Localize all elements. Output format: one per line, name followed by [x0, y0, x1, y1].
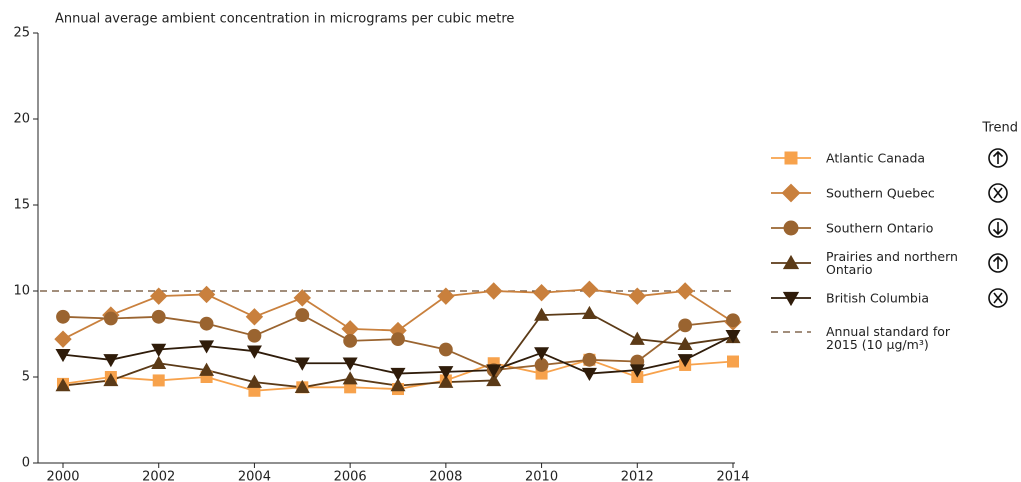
- marker: [103, 372, 119, 387]
- trend-none-icon: [988, 288, 1008, 308]
- marker: [294, 379, 310, 394]
- legend-marker: [782, 291, 800, 307]
- legend-label: Prairies and northern Ontario: [826, 249, 958, 277]
- x-tick-label: 2000: [46, 470, 79, 482]
- marker: [438, 342, 453, 357]
- x-tick-label: 2004: [238, 470, 271, 482]
- marker: [295, 308, 310, 322]
- marker: [246, 345, 262, 359]
- marker: [486, 364, 502, 378]
- marker: [199, 316, 214, 331]
- x-tick-label: 2002: [142, 470, 175, 482]
- marker: [152, 374, 165, 387]
- marker: [54, 330, 72, 348]
- marker: [676, 282, 694, 300]
- marker: [677, 336, 693, 351]
- y-tick-label: 0: [22, 456, 30, 471]
- marker: [103, 311, 118, 326]
- marker: [151, 355, 167, 369]
- x-tick-label: 2008: [429, 470, 462, 482]
- marker: [438, 366, 454, 380]
- legend-marker: [782, 254, 800, 270]
- trend-none-icon: [988, 183, 1008, 203]
- marker: [55, 348, 71, 363]
- marker: [150, 287, 168, 305]
- marker: [247, 328, 262, 343]
- marker: [534, 307, 550, 321]
- x-tick-label: 2010: [525, 470, 558, 482]
- y-tick-label: 20: [13, 112, 30, 127]
- marker: [342, 371, 358, 385]
- y-tick-label: 10: [13, 284, 30, 299]
- marker: [532, 284, 551, 302]
- trend-up-icon: [988, 148, 1008, 168]
- marker: [726, 313, 740, 328]
- legend-reference-label: Annual standard for 2015 (10 µg/m³): [826, 324, 951, 352]
- marker: [437, 287, 455, 305]
- marker: [246, 374, 262, 388]
- legend-label: Southern Ontario: [826, 220, 934, 236]
- legend-label: British Columbia: [826, 290, 929, 306]
- marker: [438, 374, 454, 388]
- x-tick-label: 2012: [621, 470, 654, 482]
- legend-marker: [784, 151, 798, 165]
- marker: [727, 355, 739, 368]
- marker: [678, 318, 693, 333]
- marker: [628, 287, 646, 305]
- marker: [343, 333, 358, 348]
- x-tick-label: 2006: [334, 470, 367, 482]
- marker: [534, 358, 549, 372]
- marker: [390, 378, 406, 392]
- legend-label: Southern Quebec: [826, 185, 935, 201]
- marker: [103, 354, 119, 368]
- marker: [581, 305, 597, 320]
- marker: [677, 354, 693, 368]
- marker: [391, 332, 405, 347]
- marker: [199, 340, 215, 354]
- legend-marker: [783, 220, 799, 236]
- marker: [293, 289, 311, 307]
- marker: [580, 280, 599, 298]
- y-tick-label: 15: [13, 198, 30, 213]
- marker: [629, 364, 645, 378]
- marker: [56, 309, 70, 324]
- legend-marker: [781, 183, 801, 203]
- marker: [534, 347, 550, 361]
- marker: [294, 357, 310, 371]
- marker: [725, 330, 741, 344]
- marker: [341, 320, 359, 338]
- marker: [199, 362, 215, 376]
- chart-title: Annual average ambient concentration in …: [55, 12, 514, 27]
- marker: [486, 372, 502, 387]
- marker: [485, 282, 503, 300]
- legend-label: Atlantic Canada: [826, 150, 926, 166]
- y-tick-label: 25: [13, 26, 30, 41]
- trend-up-icon: [988, 253, 1008, 273]
- marker: [151, 343, 167, 357]
- x-tick-label: 2014: [716, 470, 749, 482]
- marker: [390, 367, 406, 382]
- trend-header: Trend: [981, 121, 1018, 136]
- marker: [629, 331, 645, 345]
- trend-icons: [988, 148, 1008, 308]
- marker: [581, 367, 597, 382]
- marker: [55, 378, 71, 392]
- marker: [245, 308, 264, 326]
- y-tick-label: 5: [22, 370, 30, 385]
- marker: [151, 309, 166, 324]
- trend-down-icon: [988, 218, 1008, 238]
- marker: [197, 285, 216, 304]
- marker: [582, 352, 597, 367]
- marker: [342, 357, 358, 371]
